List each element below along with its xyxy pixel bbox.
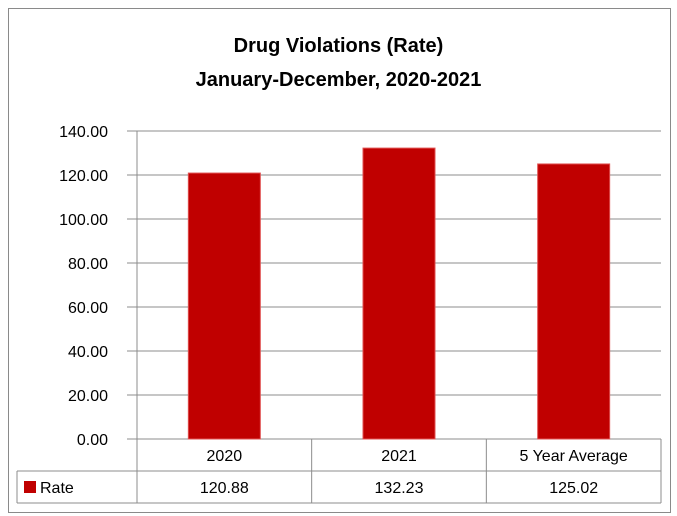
y-tick-label: 0.00 [77,432,108,449]
chart-title-line-1: Drug Violations (Rate) [233,35,444,57]
y-tick-label: 40.00 [68,344,108,361]
data-value-label: 125.02 [549,480,598,497]
y-tick-label: 120.00 [59,168,108,185]
y-tick-label: 20.00 [68,388,108,405]
bar [187,172,261,440]
x-category-label: 2021 [381,448,417,465]
data-value-label: 120.88 [200,480,249,497]
bars [187,147,611,440]
bar [362,147,436,440]
y-tick-label: 60.00 [68,300,108,317]
legend-label: Rate [40,480,74,497]
y-tick-label: 80.00 [68,256,108,273]
bar [537,163,611,440]
data-value-label: 132.23 [375,480,424,497]
y-tick-label: 140.00 [59,124,108,141]
y-tick-label: 100.00 [59,212,108,229]
chart-title-line-2: January-December, 2020-2021 [195,69,482,91]
legend-swatch [24,481,36,493]
x-category-label: 2020 [207,448,243,465]
y-axis-ticks: 0.00 20.00 40.00 60.00 80.00 100.00 120.00 140.… [59,124,108,449]
x-category-label: 5 Year Average [520,448,628,465]
data-table: 2020 2021 5 Year Average Rate 120.88 132.23 12… [16,439,662,504]
